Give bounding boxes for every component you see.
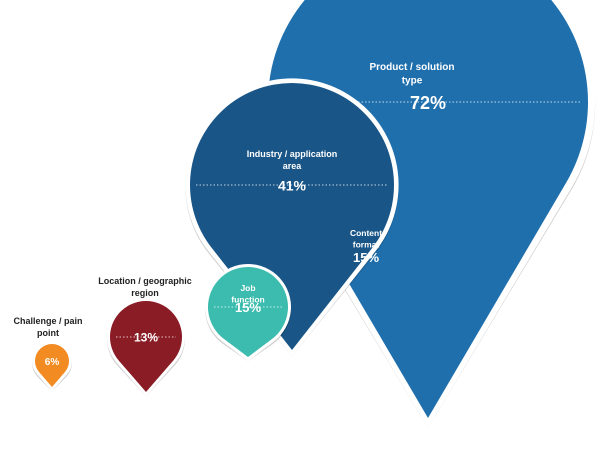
category-label-location-geographic-region: Location / geographic region bbox=[98, 276, 192, 298]
category-label-job-function: Job function bbox=[231, 283, 265, 304]
value-label-job-function: 15% bbox=[235, 300, 261, 315]
value-label-industry-application-area: 41% bbox=[278, 177, 307, 193]
category-label-content-format: Content format bbox=[350, 228, 382, 249]
pin-head-location-geographic-region bbox=[110, 300, 183, 392]
pin-head-challenge-pain-point bbox=[35, 344, 69, 387]
value-label-location-geographic-region: 13% bbox=[134, 331, 158, 345]
category-label-product-solution-type: Product / solution type bbox=[370, 62, 455, 87]
category-label-challenge-pain-point: Challenge / pain point bbox=[13, 316, 82, 338]
category-label-industry-application-area: Industry / application area bbox=[247, 149, 338, 171]
pin-location-geographic-region: 13% Location / geographic region bbox=[98, 276, 192, 397]
pin-head-job-function bbox=[208, 267, 288, 357]
pin-challenge-pain-point: 6% Challenge / pain point bbox=[13, 316, 83, 392]
value-label-content-format: 15% bbox=[353, 250, 379, 265]
pin-content-format: 15%Content format bbox=[350, 228, 382, 265]
value-label-challenge-pain-point: 6% bbox=[45, 357, 60, 368]
value-label-product-solution-type: 72% bbox=[410, 93, 446, 113]
pin-job-function: 15%Job function bbox=[204, 264, 291, 362]
